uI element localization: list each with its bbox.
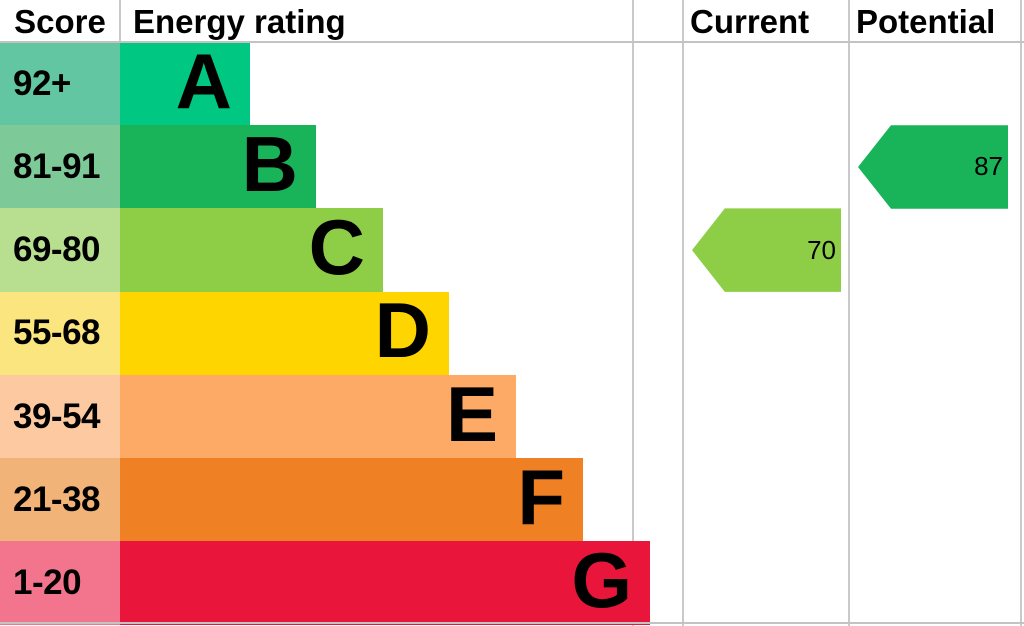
band-score-label: 55-68 [13,313,101,353]
band-row-a: 92+ A [0,42,1024,126]
current-rating-value: 70 [807,234,836,265]
header-score: Score [14,2,106,40]
band-score-label: 39-54 [13,396,101,436]
band-score-cell: 81-91 [0,125,120,209]
band-score-cell: 92+ [0,42,120,126]
grid-vline-potential-left [848,0,850,626]
grid-vline-score-divider [119,0,121,42]
band-letter: C [308,203,365,292]
band-row-b: 81-91 B [0,125,1024,209]
band-bar: B [120,125,316,209]
band-score-label: 21-38 [13,479,101,519]
band-score-cell: 21-38 [0,458,120,542]
grid-vline-current-left [682,0,684,626]
band-letter: G [571,536,632,625]
band-bar: D [120,286,449,376]
grid-hline-header-bottom [0,41,1024,43]
header-current: Current [690,2,810,40]
band-score-label: 1-20 [13,563,82,603]
band-score-cell: 55-68 [0,291,120,376]
band-score-label: 92+ [13,63,71,103]
header-potential: Potential [856,2,996,40]
band-row-c: 69-80 C [0,208,1024,292]
band-letter: D [374,286,431,375]
header-energy-rating: Energy rating [133,2,346,40]
potential-rating-arrow-icon: 87 [858,125,1008,209]
band-letter: B [241,119,298,208]
band-row-e: 39-54 E [0,375,1024,459]
band-score-label: 81-91 [13,146,101,186]
band-bar: E [120,375,516,459]
potential-rating-value: 87 [974,151,1003,182]
band-letter: E [445,369,498,458]
band-bar: C [120,208,383,292]
band-bar: F [120,458,583,542]
band-row-g: 1-20 G [0,541,1024,625]
grid-hline-bottom-border [0,622,1024,624]
band-score-cell: 1-20 [0,541,120,625]
band-score-cell: 39-54 [0,374,120,459]
band-row-f: 21-38 F [0,458,1024,542]
band-letter: F [517,452,565,541]
band-letter: A [175,36,232,125]
band-bar: G [120,541,650,625]
band-row-d: 55-68 D [0,286,1024,376]
grid-vline-rating-end [632,0,634,626]
band-score-cell: 69-80 [0,208,120,292]
band-bar: A [120,42,250,126]
band-score-label: 69-80 [13,230,101,270]
current-rating-arrow-icon: 70 [692,208,841,292]
grid-vline-right-edge [1020,0,1022,626]
